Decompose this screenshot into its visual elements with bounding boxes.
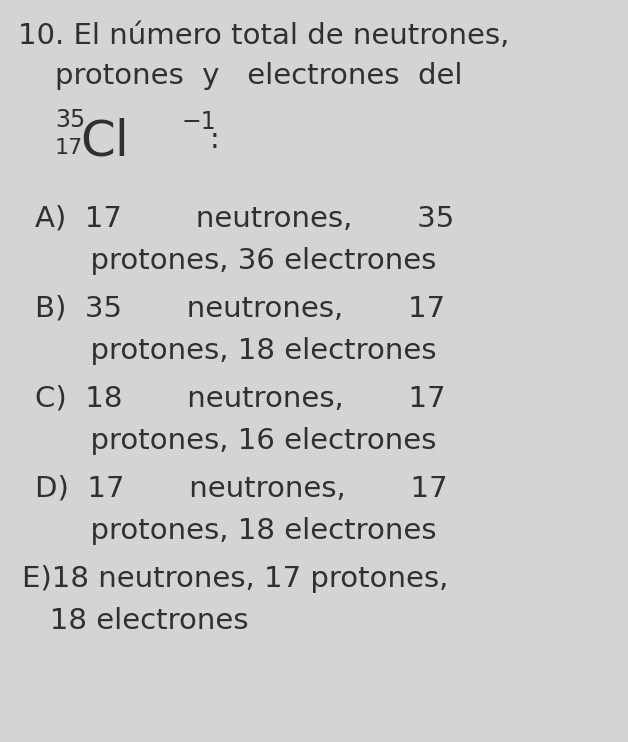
Text: protones, 16 electrones: protones, 16 electrones xyxy=(35,427,436,455)
Text: C)  18       neutrones,       17: C) 18 neutrones, 17 xyxy=(35,385,446,413)
Text: :: : xyxy=(210,126,220,154)
Text: A)  17        neutrones,       35: A) 17 neutrones, 35 xyxy=(35,205,454,233)
Text: E)18 neutrones, 17 protones,: E)18 neutrones, 17 protones, xyxy=(22,565,448,593)
Text: 17: 17 xyxy=(55,138,84,158)
Text: protones  y   electrones  del: protones y electrones del xyxy=(55,62,462,90)
Text: 35: 35 xyxy=(55,108,85,132)
Text: D)  17       neutrones,       17: D) 17 neutrones, 17 xyxy=(35,475,448,503)
Text: 18 electrones: 18 electrones xyxy=(22,607,249,635)
Text: 10. El número total de neutrones,: 10. El número total de neutrones, xyxy=(18,22,509,50)
Text: protones, 36 electrones: protones, 36 electrones xyxy=(35,247,436,275)
Text: protones, 18 electrones: protones, 18 electrones xyxy=(35,337,436,365)
Text: Cl: Cl xyxy=(80,118,129,166)
Text: B)  35       neutrones,       17: B) 35 neutrones, 17 xyxy=(35,295,445,323)
Text: −1: −1 xyxy=(182,110,217,134)
Text: protones, 18 electrones: protones, 18 electrones xyxy=(35,517,436,545)
